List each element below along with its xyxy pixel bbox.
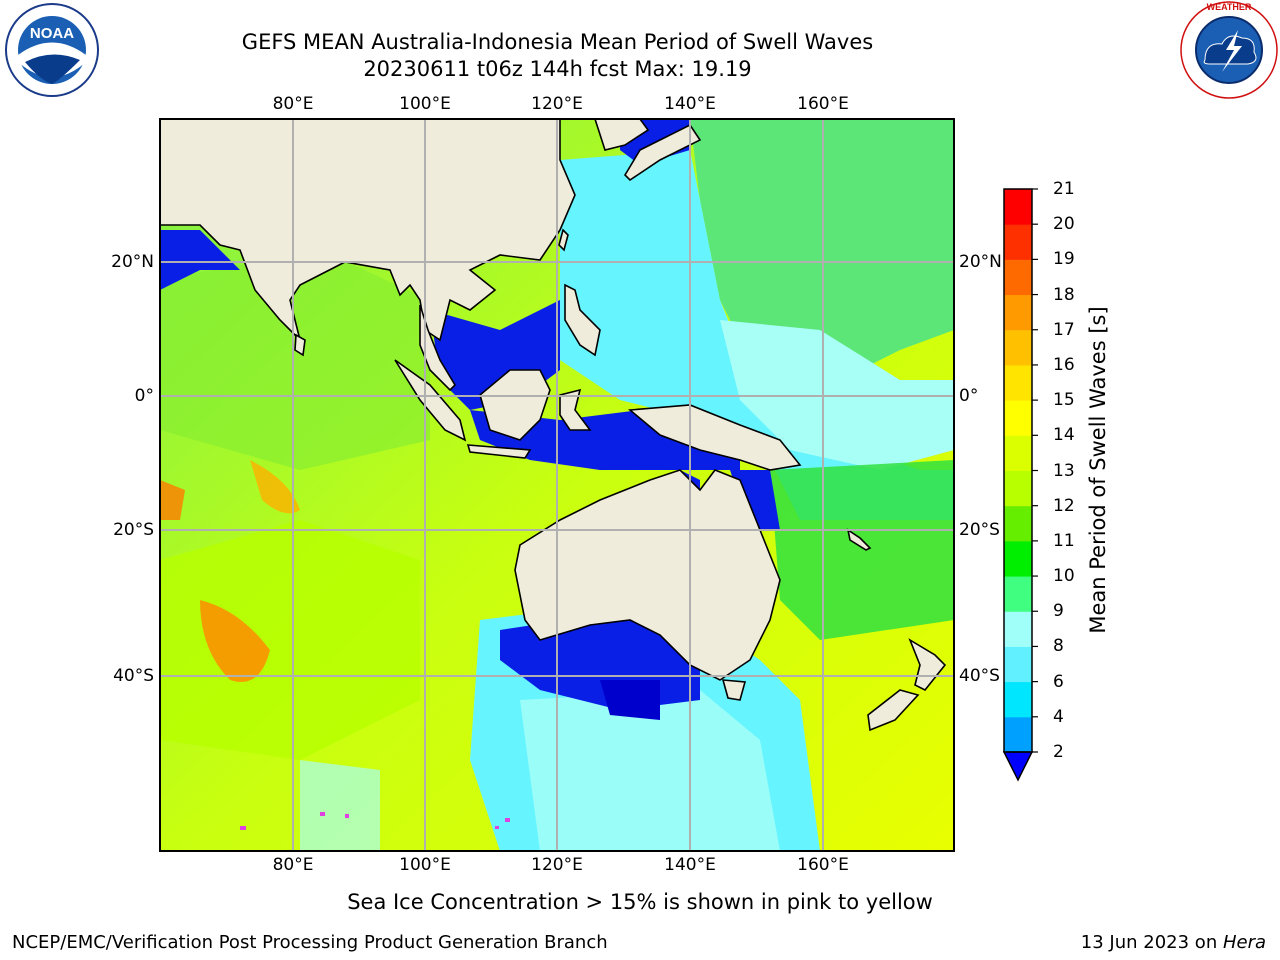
colorbar-tick-label: 21 [1053,179,1075,199]
colorbar-tick-label: 11 [1053,530,1075,551]
colorbar [1002,188,1038,782]
lat-tick-left-20n: 20°N [111,252,154,272]
lon-tick-top-140e: 140°E [664,94,716,114]
lon-tick-bottom-80e: 80°E [272,855,314,875]
lon-tick-top-120e: 120°E [531,94,583,114]
sea-ice-note: Sea Ice Concentration > 15% is shown in … [0,890,1280,914]
lat-tick-right-20s: 20°S [959,520,1000,540]
lon-tick-bottom-100e: 100°E [399,855,451,875]
colorbar-segment [1004,294,1032,331]
colorbar-segment [1004,505,1032,542]
lat-tick-right-20n: 20°N [959,252,1002,272]
colorbar-tick-label: 20 [1053,214,1075,235]
noaa-logo: NOAA [5,3,99,97]
footer-credit: NCEP/EMC/Verification Post Processing Pr… [12,932,608,953]
colorbar-tick-label: 18 [1053,284,1075,305]
svg-text:NOAA: NOAA [30,25,74,42]
lat-tick-right-0: 0° [959,386,979,406]
lat-tick-left-20s: 20°S [113,520,154,540]
colorbar-tick-label: 6 [1053,671,1064,692]
map-subtitle: 20230611 t06z 144h fcst Max: 19.19 [363,57,752,81]
colorbar-tick-label: 8 [1053,636,1064,657]
lat-tick-right-40s: 40°S [959,666,1000,686]
colorbar-tick-label: 10 [1053,566,1075,587]
lon-tick-bottom-160e: 160°E [797,855,849,875]
colorbar-tick-label: 17 [1053,319,1075,340]
lat-tick-left-40s: 40°S [113,666,154,686]
colorbar-tick-label: 19 [1053,249,1075,270]
colorbar-segment [1004,540,1032,577]
footer-host: Hera [1222,932,1266,953]
colorbar-segment [1004,329,1032,366]
colorbar-segment [1004,364,1032,401]
footer-date-text: 13 Jun 2023 on [1080,932,1223,953]
sea-ice-note-text: Sea Ice Concentration > 15% is shown in … [347,890,933,914]
colorbar-segment [1004,189,1032,225]
map-title: GEFS MEAN Australia-Indonesia Mean Perio… [241,30,874,54]
colorbar-tick-label: 16 [1053,354,1075,375]
graticule [160,119,954,851]
map-area [160,119,954,851]
colorbar-tick-label: 12 [1053,495,1075,516]
colorbar-tick-label: 14 [1053,425,1075,446]
lon-tick-bottom-140e: 140°E [664,855,716,875]
svg-text:WEATHER: WEATHER [1207,2,1252,12]
lat-tick-left-0: 0° [134,386,154,406]
lon-tick-top-160e: 160°E [797,94,849,114]
colorbar-segment [1004,259,1032,296]
colorbar-tick-label: 2 [1053,742,1064,762]
land-masses [160,119,947,732]
colorbar-tick-label: 9 [1053,601,1064,622]
footer-date: 13 Jun 2023 on Hera [1081,932,1266,953]
colorbar-segment [1004,224,1032,260]
colorbar-segment [1004,681,1032,718]
colorbar-label: Mean Period of Swell Waves [s] [1086,306,1110,634]
colorbar-segment [1004,576,1032,612]
map-frame [159,118,955,852]
lon-tick-bottom-120e: 120°E [531,855,583,875]
colorbar-segment [1004,435,1032,471]
colorbar-segment [1004,400,1032,436]
colorbar-segment [1004,611,1032,647]
colorbar-segment [1004,716,1032,753]
nws-logo: WEATHER [1180,1,1278,99]
colorbar-tick-label: 15 [1053,390,1075,411]
lon-tick-top-100e: 100°E [399,94,451,114]
lon-tick-top-80e: 80°E [272,94,314,114]
colorbar-tick-label: 4 [1053,706,1064,727]
colorbar-tick-label: 13 [1053,460,1075,481]
colorbar-segment [1004,646,1032,683]
colorbar-extend-arrow [1002,751,1034,782]
colorbar-segment [1004,470,1032,507]
